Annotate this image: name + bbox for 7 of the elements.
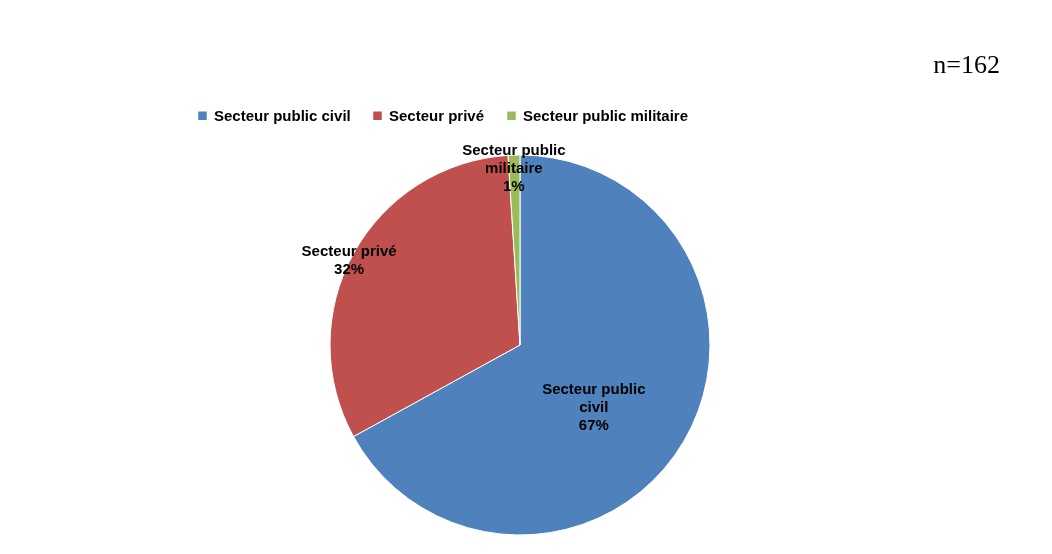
slice-label: Secteur privé (301, 242, 397, 260)
data-label: 67% (578, 415, 609, 433)
legend-label: Secteur privé (389, 106, 485, 124)
legend-label: Secteur public civil (214, 106, 351, 124)
legend-label: Secteur public militaire (523, 106, 689, 124)
text: n=162 (933, 50, 1000, 79)
slice-label: Secteur public civil (542, 379, 646, 415)
